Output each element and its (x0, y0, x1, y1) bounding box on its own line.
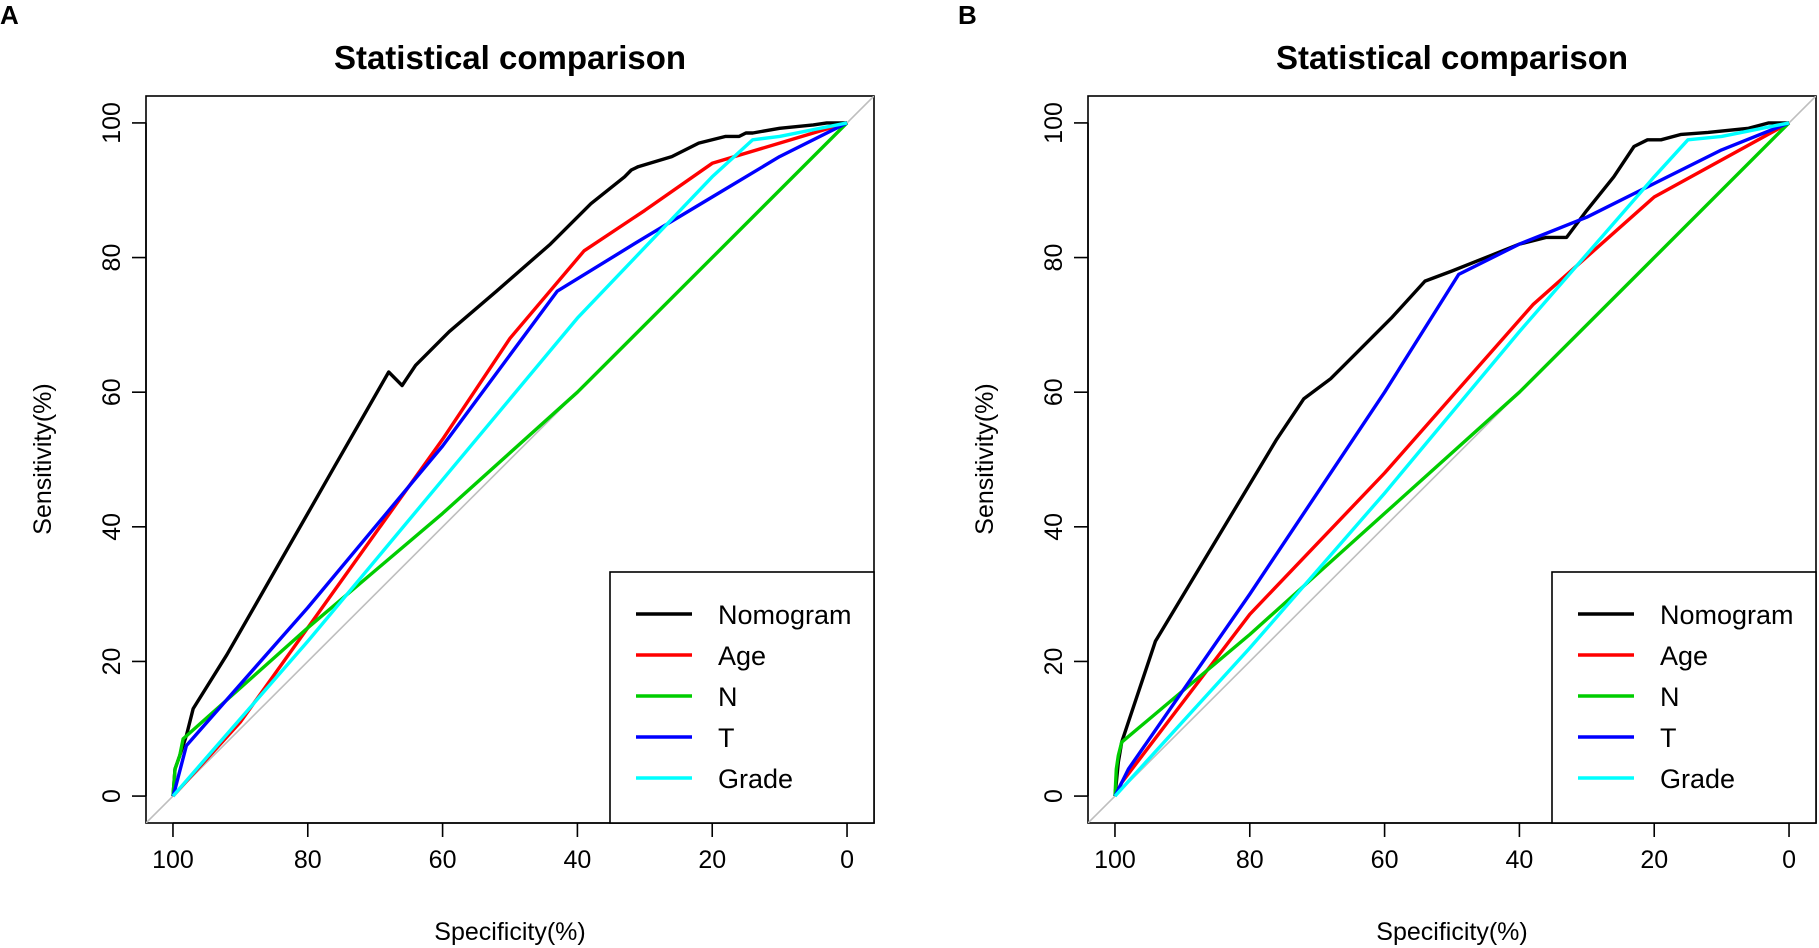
y-axis: 0 20 40 60 80 100 (1040, 102, 1089, 803)
y-axis: 0 20 40 60 80 100 (98, 102, 147, 803)
series-line-t (1113, 121, 1790, 797)
series-line-t (171, 121, 848, 797)
y-tick-label: 60 (1040, 378, 1068, 406)
x-tick-label: 20 (1640, 846, 1668, 874)
x-tick-label: 20 (698, 846, 726, 874)
y-tick-label: 20 (1040, 648, 1068, 676)
legend-label-t: T (1660, 723, 1677, 753)
y-tick-label: 80 (1040, 244, 1068, 272)
series-line-grade (1113, 121, 1790, 798)
x-tick-label: 60 (429, 846, 457, 874)
legend-label-t: T (718, 723, 735, 753)
x-tick-label: 0 (1782, 846, 1796, 874)
x-tick-label: 80 (294, 846, 322, 874)
legend-label-nomogram: Nomogram (1660, 600, 1794, 630)
panel-label: B (958, 0, 977, 30)
y-axis-label: Sensitivity(%) (29, 383, 57, 534)
legend-label-grade: Grade (1660, 764, 1735, 794)
panel-b: B Statistical comparison Specificity(%) … (958, 0, 1817, 946)
x-axis: 100 80 60 40 20 0 (1094, 822, 1796, 874)
chart-title: Statistical comparison (334, 39, 686, 76)
y-tick-label: 0 (98, 789, 126, 803)
y-tick-label: 60 (98, 378, 126, 406)
legend-label-nomogram: Nomogram (718, 600, 852, 630)
legend: Nomogram Age NT Grade (1551, 571, 1817, 824)
series-line-n (171, 121, 849, 797)
x-axis-label: Specificity(%) (1376, 918, 1527, 946)
plot-area (1088, 96, 1816, 823)
y-tick-label: 80 (98, 244, 126, 272)
series-line-nomogram (171, 121, 847, 797)
x-tick-label: 100 (1094, 846, 1136, 874)
x-axis-label: Specificity(%) (434, 918, 585, 946)
chart-title: Statistical comparison (1276, 39, 1628, 76)
x-tick-label: 100 (152, 846, 194, 874)
x-tick-label: 0 (840, 846, 854, 874)
series-line-grade (171, 121, 848, 798)
x-tick-label: 40 (1506, 846, 1534, 874)
legend-label-age: Age (1660, 641, 1708, 671)
y-axis-label: Sensitivity(%) (971, 383, 999, 534)
panel-a: A Statistical comparison Specificity(%) … (0, 0, 875, 946)
series-line-n (1113, 121, 1791, 797)
x-tick-label: 80 (1236, 846, 1264, 874)
x-axis: 100 80 60 40 20 0 (152, 822, 854, 874)
legend-label-age: Age (718, 641, 766, 671)
y-tick-label: 100 (98, 102, 126, 144)
series-line-nomogram (1113, 121, 1789, 797)
x-tick-label: 40 (564, 846, 592, 874)
legend: Nomogram Age NT Grade (609, 571, 875, 824)
plot-area (146, 96, 874, 823)
x-tick-label: 60 (1371, 846, 1399, 874)
panel-label: A (0, 0, 19, 30)
legend-label-grade: Grade (718, 764, 793, 794)
y-tick-label: 40 (98, 513, 126, 541)
y-tick-label: 20 (98, 648, 126, 676)
y-tick-label: 0 (1040, 789, 1068, 803)
legend-label-n: N (718, 682, 738, 712)
y-tick-label: 100 (1040, 102, 1068, 144)
legend-label-n: N (1660, 682, 1680, 712)
y-tick-label: 40 (1040, 513, 1068, 541)
